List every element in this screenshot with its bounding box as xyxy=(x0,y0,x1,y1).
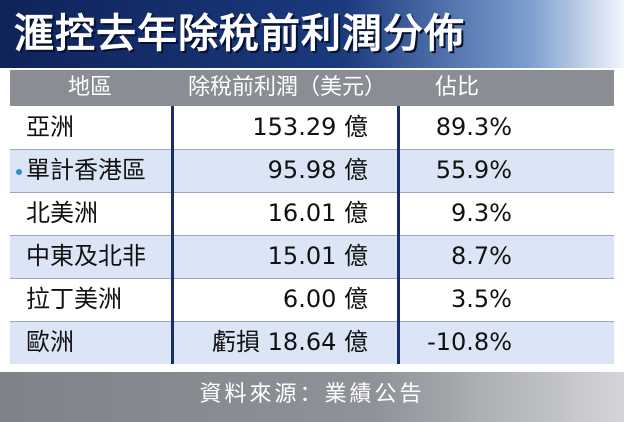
profit-cell: 15.01 億 xyxy=(267,242,368,270)
table-row: 亞洲 153.29 億 89.3% xyxy=(10,106,614,149)
title-bar: 滙控去年除稅前利潤分佈 xyxy=(0,0,624,68)
region-cell: 中東及北非 xyxy=(26,242,146,270)
bullet-icon xyxy=(16,169,22,175)
column-header-share: 佔比 xyxy=(434,75,479,100)
profit-cell: 16.01 億 xyxy=(267,199,368,227)
share-cell: 55.9% xyxy=(435,156,512,184)
table-header: 地區 除稅前利潤（美元） 佔比 xyxy=(10,70,614,106)
profit-cell: 6.00 億 xyxy=(282,285,368,313)
table-row: 歐洲 虧損 18.64 億 -10.8% xyxy=(10,321,614,364)
profit-cell: 153.29 億 xyxy=(252,113,368,141)
region-cell: 歐洲 xyxy=(26,328,74,356)
share-cell: -10.8% xyxy=(427,328,512,356)
row-divider xyxy=(10,149,614,150)
row-divider xyxy=(10,278,614,279)
table-row: 北美洲 16.01 億 9.3% xyxy=(10,192,614,235)
footer-bar: 資料來源：業績公告 xyxy=(0,372,624,422)
share-cell: 89.3% xyxy=(435,113,512,141)
region-cell: 北美洲 xyxy=(26,199,98,227)
region-cell: 亞洲 xyxy=(26,113,74,141)
share-cell: 8.7% xyxy=(451,242,512,270)
table-row: 中東及北非 15.01 億 8.7% xyxy=(10,235,614,278)
column-divider xyxy=(397,106,400,364)
table-row: 拉丁美洲 6.00 億 3.5% xyxy=(10,278,614,321)
chart-title: 滙控去年除稅前利潤分佈 xyxy=(14,11,465,57)
row-divider xyxy=(10,192,614,193)
row-divider xyxy=(10,235,614,236)
source-note: 資料來源：業績公告 xyxy=(199,382,425,407)
share-cell: 3.5% xyxy=(451,285,512,313)
column-header-region: 地區 xyxy=(67,75,112,100)
column-header-profit: 除稅前利潤（美元） xyxy=(187,75,386,100)
share-cell: 9.3% xyxy=(451,199,512,227)
table-row: 單計香港區 95.98 億 55.9% xyxy=(10,149,614,192)
row-divider xyxy=(10,321,614,322)
profit-cell: 虧損 18.64 億 xyxy=(212,328,368,356)
region-cell: 單計香港區 xyxy=(26,156,146,184)
profit-cell: 95.98 億 xyxy=(267,156,368,184)
region-cell: 拉丁美洲 xyxy=(26,285,122,313)
column-divider xyxy=(171,106,174,364)
